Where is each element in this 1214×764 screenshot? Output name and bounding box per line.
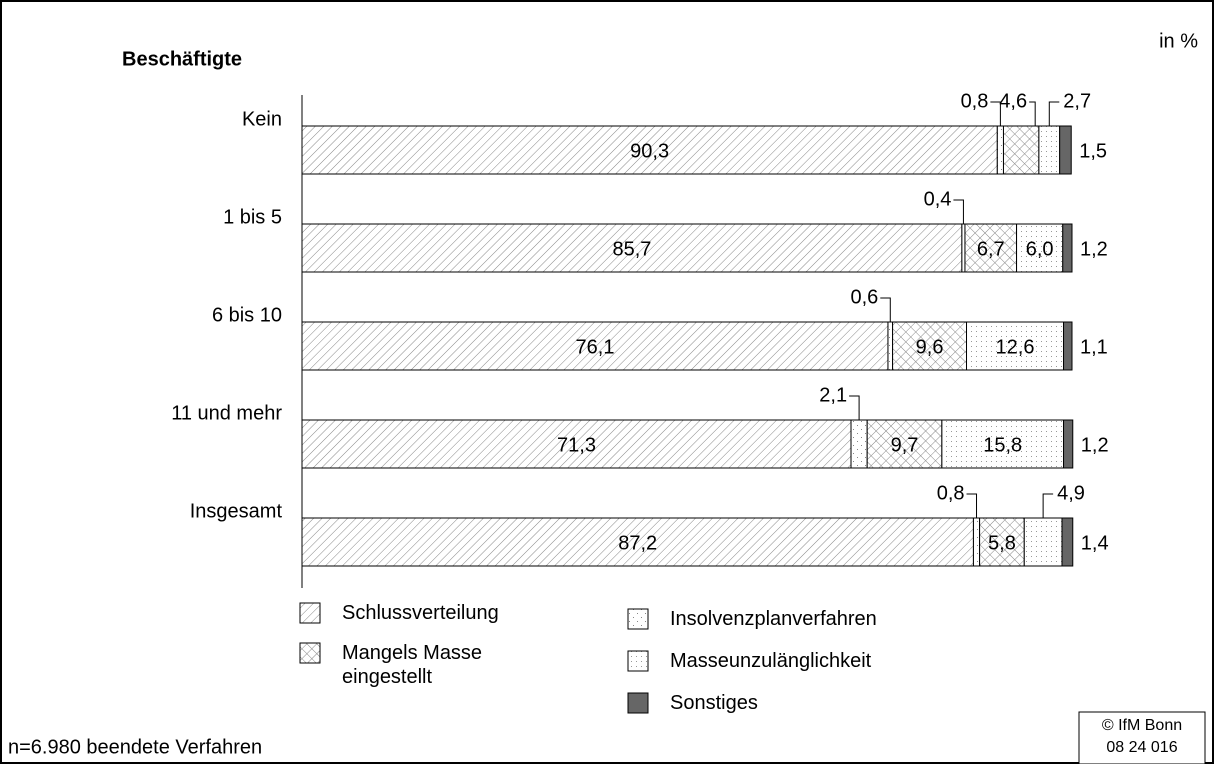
callout-line xyxy=(990,101,1001,126)
bar-segment xyxy=(996,125,1004,175)
category-label: Kein xyxy=(242,108,282,130)
legend-swatch xyxy=(627,650,649,672)
bar-segment xyxy=(1063,321,1073,371)
bar-segment xyxy=(1061,517,1074,567)
source: 08 24 016 xyxy=(1106,739,1177,756)
bar-segment xyxy=(301,321,889,371)
callout-line xyxy=(849,395,860,420)
value-label: 9,7 xyxy=(891,434,919,456)
bar-segment xyxy=(966,321,1065,371)
bar-segment xyxy=(1023,517,1063,567)
bar-segment xyxy=(850,419,868,469)
legend-swatch xyxy=(299,642,321,664)
bar-segment xyxy=(972,517,981,567)
bar-segment xyxy=(1059,125,1072,175)
category-label: Insgesamt xyxy=(190,500,283,522)
value-label: 6,0 xyxy=(1026,238,1054,260)
chart-title: Beschäftigte xyxy=(122,48,242,70)
value-label: 1,2 xyxy=(1080,238,1108,260)
bar-segment xyxy=(301,125,998,175)
value-label: 2,7 xyxy=(1063,90,1091,112)
category-label: 11 und mehr xyxy=(171,402,282,424)
legend-label: Sonstiges xyxy=(670,692,758,714)
value-label: 1,5 xyxy=(1079,140,1107,162)
bar-segment xyxy=(1062,223,1073,273)
bar-segment xyxy=(1016,223,1064,273)
bar-segment xyxy=(941,419,1065,469)
bar-segment xyxy=(1002,125,1040,175)
legend-label: Schlussverteilung xyxy=(342,602,499,624)
source-box xyxy=(1078,711,1206,764)
legend-label: Masseunzulänglichkeit xyxy=(670,650,872,672)
callout-line xyxy=(1029,101,1036,126)
source: © IfM Bonn xyxy=(1102,717,1182,734)
value-label: 76,1 xyxy=(576,336,615,358)
value-label: 12,6 xyxy=(996,336,1035,358)
value-label: 1,4 xyxy=(1081,532,1109,554)
bar-segment xyxy=(1038,125,1061,175)
legend-swatch xyxy=(627,692,649,714)
category-label: 1 bis 5 xyxy=(223,206,282,228)
callout-line xyxy=(1042,493,1054,518)
bar-segment xyxy=(301,517,974,567)
bar-segment xyxy=(887,321,894,371)
value-label: 15,8 xyxy=(983,434,1022,456)
callout-line xyxy=(966,493,978,518)
bar-segment xyxy=(1063,419,1074,469)
bar-segment xyxy=(301,419,852,469)
note: n=6.980 beendete Verfahren xyxy=(8,736,262,758)
value-label: 1,1 xyxy=(1080,336,1108,358)
legend-label: Mangels Masse eingestellt xyxy=(342,642,483,688)
callout-line xyxy=(1048,101,1060,126)
callout-line xyxy=(880,297,891,322)
value-label: 9,6 xyxy=(916,336,944,358)
value-label: 6,7 xyxy=(977,238,1005,260)
value-label: 90,3 xyxy=(630,140,669,162)
callout-line xyxy=(953,199,964,224)
value-label: 0,4 xyxy=(924,188,952,210)
bar-segment xyxy=(979,517,1025,567)
legend-swatch xyxy=(299,602,321,624)
value-label: 4,9 xyxy=(1057,482,1085,504)
value-label: 0,8 xyxy=(937,482,965,504)
value-label: 85,7 xyxy=(612,238,651,260)
value-label: 4,6 xyxy=(999,90,1027,112)
legend-swatch xyxy=(627,608,649,630)
value-label: 71,3 xyxy=(557,434,596,456)
value-label: 0,6 xyxy=(850,286,878,308)
value-label: 1,2 xyxy=(1081,434,1109,456)
value-label: 2,1 xyxy=(819,384,847,406)
legend-label: Insolvenzplanverfahren xyxy=(670,608,877,630)
bar-segment xyxy=(892,321,968,371)
value-label: 0,8 xyxy=(961,90,989,112)
category-label: 6 bis 10 xyxy=(212,304,282,326)
bar-segment xyxy=(964,223,1018,273)
value-label: 5,8 xyxy=(988,532,1016,554)
value-label: 87,2 xyxy=(618,532,657,554)
unit-label: in % xyxy=(1159,30,1198,52)
